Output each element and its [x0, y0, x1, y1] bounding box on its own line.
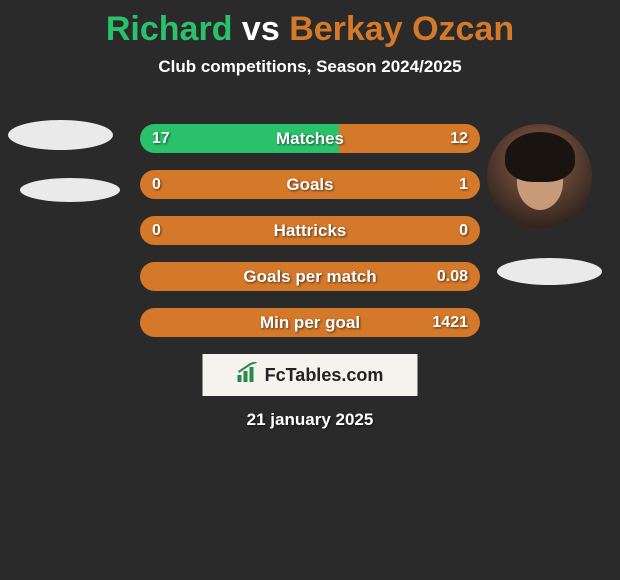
page-title: Richard vs Berkay Ozcan [0, 0, 620, 49]
stat-row: Goals 0 1 [140, 170, 480, 199]
stat-label: Goals per match [243, 267, 376, 287]
stat-value-right: 0.08 [437, 268, 468, 286]
source-logo-text: FcTables.com [265, 365, 384, 386]
subtitle: Club competitions, Season 2024/2025 [0, 57, 620, 77]
chart-icon [237, 362, 259, 389]
source-logo: FcTables.com [203, 354, 418, 396]
stat-value-right: 1 [459, 176, 468, 194]
player1-name: Richard [106, 10, 233, 48]
player1-avatar [8, 120, 113, 150]
stat-label: Min per goal [260, 313, 360, 333]
comparison-bars: Matches 17 12 Goals 0 1 Hattricks 0 0 Goals per m… [140, 124, 480, 354]
stat-value-left: 0 [152, 176, 161, 194]
stat-label: Matches [276, 129, 344, 149]
player1-club-badge [20, 178, 120, 202]
stat-row: Goals per match 0.08 [140, 262, 480, 291]
stat-row: Matches 17 12 [140, 124, 480, 153]
stat-row: Hattricks 0 0 [140, 216, 480, 245]
stat-value-right: 12 [450, 130, 468, 148]
subtitle-text: Club competitions, Season 2024/2025 [158, 57, 461, 77]
stat-label: Goals [286, 175, 333, 195]
stat-value-right: 0 [459, 222, 468, 240]
stat-value-left: 0 [152, 222, 161, 240]
player2-name: Berkay Ozcan [289, 10, 514, 48]
stat-row: Min per goal 1421 [140, 308, 480, 337]
stat-value-left: 17 [152, 130, 170, 148]
player2-club-badge [497, 258, 602, 285]
footer-date: 21 january 2025 [247, 410, 374, 430]
player2-avatar [487, 124, 592, 229]
stat-label: Hattricks [274, 221, 347, 241]
stat-value-right: 1421 [432, 314, 468, 332]
comparison-card: Richard vs Berkay Ozcan Club competition… [0, 0, 620, 580]
vs-text: vs [242, 10, 280, 48]
